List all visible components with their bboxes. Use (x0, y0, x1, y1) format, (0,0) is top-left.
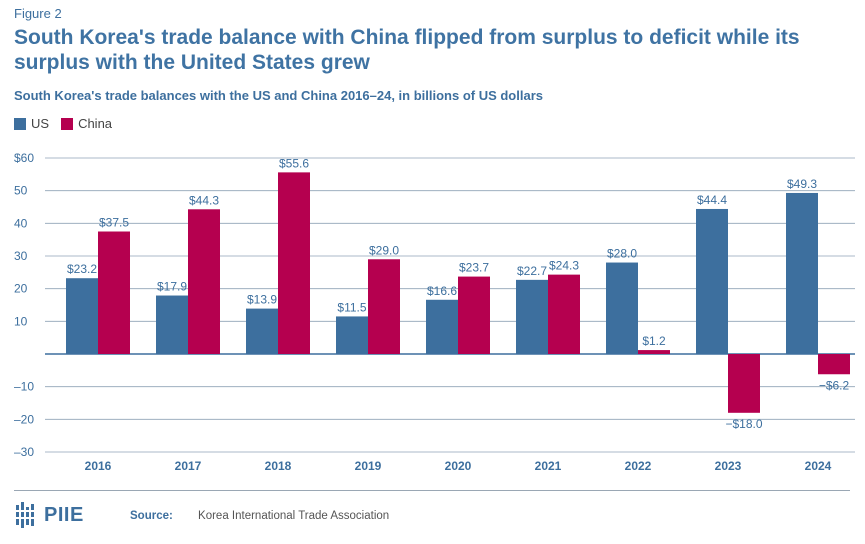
data-label: $37.5 (99, 216, 129, 230)
y-tick-label: –30 (14, 445, 34, 459)
y-tick-label: $60 (14, 151, 34, 165)
bar-us-2017 (156, 295, 188, 354)
x-tick-label: 2016 (85, 459, 112, 473)
y-tick-label: –10 (14, 380, 34, 394)
data-label: $16.6 (427, 284, 457, 298)
x-tick-label: 2020 (445, 459, 472, 473)
bar-us-2023 (696, 208, 728, 354)
y-tick-label: 20 (14, 282, 28, 296)
bar-china-2022 (638, 350, 670, 354)
x-tick-label: 2023 (715, 459, 742, 473)
x-tick-label: 2019 (355, 459, 382, 473)
chart-subtitle: South Korea's trade balances with the US… (14, 88, 543, 103)
bar-chart: $60 50 40 30 20 10 –10 –20 –30 $23.2 $37.5 2016 $17.… (14, 151, 855, 473)
bar-us-2021 (516, 279, 548, 354)
bar-us-2018 (246, 308, 278, 354)
bar-china-2019 (368, 259, 400, 354)
figure-label: Figure 2 (14, 6, 62, 21)
x-tick-label: 2022 (625, 459, 652, 473)
data-label: $44.3 (189, 193, 219, 207)
bar-china-2023 (728, 354, 760, 413)
legend-label-us: US (31, 116, 50, 131)
bar-china-2017 (188, 209, 220, 354)
y-tick-label: 40 (14, 216, 28, 230)
legend-swatch-china (61, 117, 74, 130)
bar-us-2024 (786, 192, 818, 354)
y-tick-label: 50 (14, 184, 28, 198)
bar-us-2022 (606, 262, 638, 354)
data-label: $23.2 (67, 262, 97, 276)
source-note: Source: Korea International Trade Associ… (130, 510, 389, 522)
bar-china-2020 (458, 276, 490, 354)
data-label: −$6.2 (819, 378, 850, 392)
data-label: $23.7 (459, 261, 489, 275)
bar-us-2016 (66, 278, 98, 354)
data-label: $11.5 (337, 300, 366, 314)
x-tick-label: 2018 (265, 459, 292, 473)
data-label: $28.0 (607, 247, 637, 261)
data-label: $1.2 (642, 334, 666, 348)
data-label: $49.3 (787, 177, 817, 191)
legend-label-china: China (78, 116, 113, 131)
x-tick-label: 2021 (535, 459, 562, 473)
source-text: Korea International Trade Association (198, 510, 390, 522)
y-tick-label: 10 (14, 314, 28, 328)
bar-china-2024 (818, 354, 850, 375)
data-label: $24.3 (549, 259, 579, 273)
piie-logo-text: PIIE (44, 503, 84, 526)
bar-us-2020 (426, 299, 458, 354)
y-tick-label: 30 (14, 249, 28, 263)
footer-divider (14, 490, 850, 491)
x-tick-label: 2017 (175, 459, 202, 473)
y-tick-label: –20 (14, 412, 34, 426)
x-tick-label: 2024 (805, 459, 832, 473)
bar-china-2018 (278, 172, 310, 354)
legend-item-china: China (61, 116, 112, 131)
bar-us-2019 (336, 316, 368, 354)
legend: US China (14, 116, 124, 131)
data-label: $13.9 (247, 293, 277, 307)
data-label: $55.6 (279, 156, 309, 170)
legend-swatch-us (14, 117, 26, 130)
bar-china-2016 (98, 231, 130, 354)
piie-logo: PIIE (16, 502, 84, 528)
legend-item-us: US (14, 116, 49, 131)
chart-title: South Korea's trade balance with China f… (14, 26, 800, 74)
source-label: Source: (130, 510, 173, 522)
bar-china-2021 (548, 274, 580, 354)
data-label: $44.4 (697, 193, 727, 207)
data-label: $17.9 (157, 280, 187, 294)
piie-logo-icon (16, 502, 34, 528)
data-label: −$18.0 (725, 417, 762, 431)
data-label: $22.7 (517, 264, 547, 278)
data-label: $29.0 (369, 243, 399, 257)
